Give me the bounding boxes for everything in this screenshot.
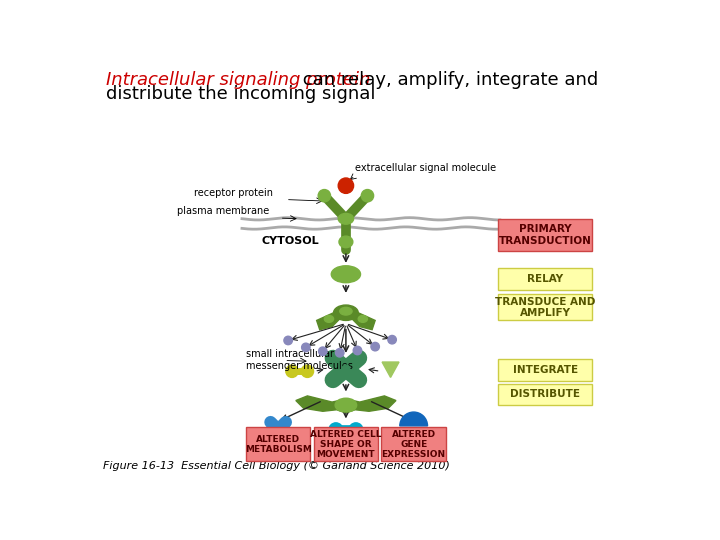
Wedge shape bbox=[400, 412, 428, 426]
Ellipse shape bbox=[339, 236, 353, 248]
Circle shape bbox=[371, 342, 379, 351]
FancyBboxPatch shape bbox=[314, 428, 378, 461]
Text: Figure 16-13  Essential Cell Biology (© Garland Science 2010): Figure 16-13 Essential Cell Biology (© G… bbox=[102, 461, 449, 471]
FancyBboxPatch shape bbox=[498, 359, 593, 381]
Ellipse shape bbox=[340, 307, 352, 315]
Text: plasma membrane: plasma membrane bbox=[176, 206, 269, 217]
FancyBboxPatch shape bbox=[498, 294, 593, 320]
Circle shape bbox=[349, 423, 363, 437]
Polygon shape bbox=[352, 313, 375, 330]
Text: INTEGRATE: INTEGRATE bbox=[513, 364, 578, 375]
Ellipse shape bbox=[331, 266, 361, 283]
Ellipse shape bbox=[342, 365, 350, 373]
Text: receptor protein: receptor protein bbox=[194, 188, 273, 198]
Ellipse shape bbox=[338, 213, 354, 224]
Circle shape bbox=[286, 365, 298, 377]
Circle shape bbox=[338, 178, 354, 193]
Text: DISTRIBUTE: DISTRIBUTE bbox=[510, 389, 580, 400]
FancyBboxPatch shape bbox=[382, 428, 446, 461]
Text: CYTOSOL: CYTOSOL bbox=[261, 236, 319, 246]
Text: ALTERED CELL
SHAPE OR
MOVEMENT: ALTERED CELL SHAPE OR MOVEMENT bbox=[310, 429, 382, 460]
Circle shape bbox=[284, 336, 292, 345]
Text: RELAY: RELAY bbox=[527, 274, 563, 284]
FancyBboxPatch shape bbox=[246, 428, 310, 461]
Ellipse shape bbox=[324, 315, 333, 322]
Circle shape bbox=[318, 190, 330, 202]
Text: ALTERED
METABOLISM: ALTERED METABOLISM bbox=[245, 435, 312, 454]
Polygon shape bbox=[382, 362, 399, 377]
Circle shape bbox=[318, 347, 327, 355]
Text: can relay, amplify, integrate and: can relay, amplify, integrate and bbox=[297, 71, 598, 89]
Circle shape bbox=[388, 335, 396, 344]
Circle shape bbox=[302, 343, 310, 352]
Polygon shape bbox=[296, 396, 396, 413]
Circle shape bbox=[301, 365, 314, 377]
Text: PRIMARY
TRANSDUCTION: PRIMARY TRANSDUCTION bbox=[499, 224, 592, 246]
Text: extracellular signal molecule: extracellular signal molecule bbox=[355, 163, 496, 173]
FancyBboxPatch shape bbox=[498, 219, 593, 251]
Circle shape bbox=[329, 423, 343, 437]
Ellipse shape bbox=[333, 305, 359, 320]
Text: Intracellular signaling protein: Intracellular signaling protein bbox=[106, 71, 370, 89]
FancyBboxPatch shape bbox=[498, 383, 593, 405]
Circle shape bbox=[361, 190, 374, 202]
Circle shape bbox=[354, 346, 361, 355]
FancyBboxPatch shape bbox=[498, 268, 593, 289]
Text: TRANSDUCE AND
AMPLIFY: TRANSDUCE AND AMPLIFY bbox=[495, 296, 595, 318]
Polygon shape bbox=[317, 313, 340, 330]
Text: ALTERED
GENE
EXPRESSION: ALTERED GENE EXPRESSION bbox=[382, 429, 446, 460]
Text: small intracellular
messenger molecules: small intracellular messenger molecules bbox=[246, 349, 353, 370]
Circle shape bbox=[336, 348, 344, 357]
Ellipse shape bbox=[335, 398, 356, 412]
Ellipse shape bbox=[359, 315, 367, 322]
Text: distribute the incoming signal: distribute the incoming signal bbox=[106, 85, 375, 103]
